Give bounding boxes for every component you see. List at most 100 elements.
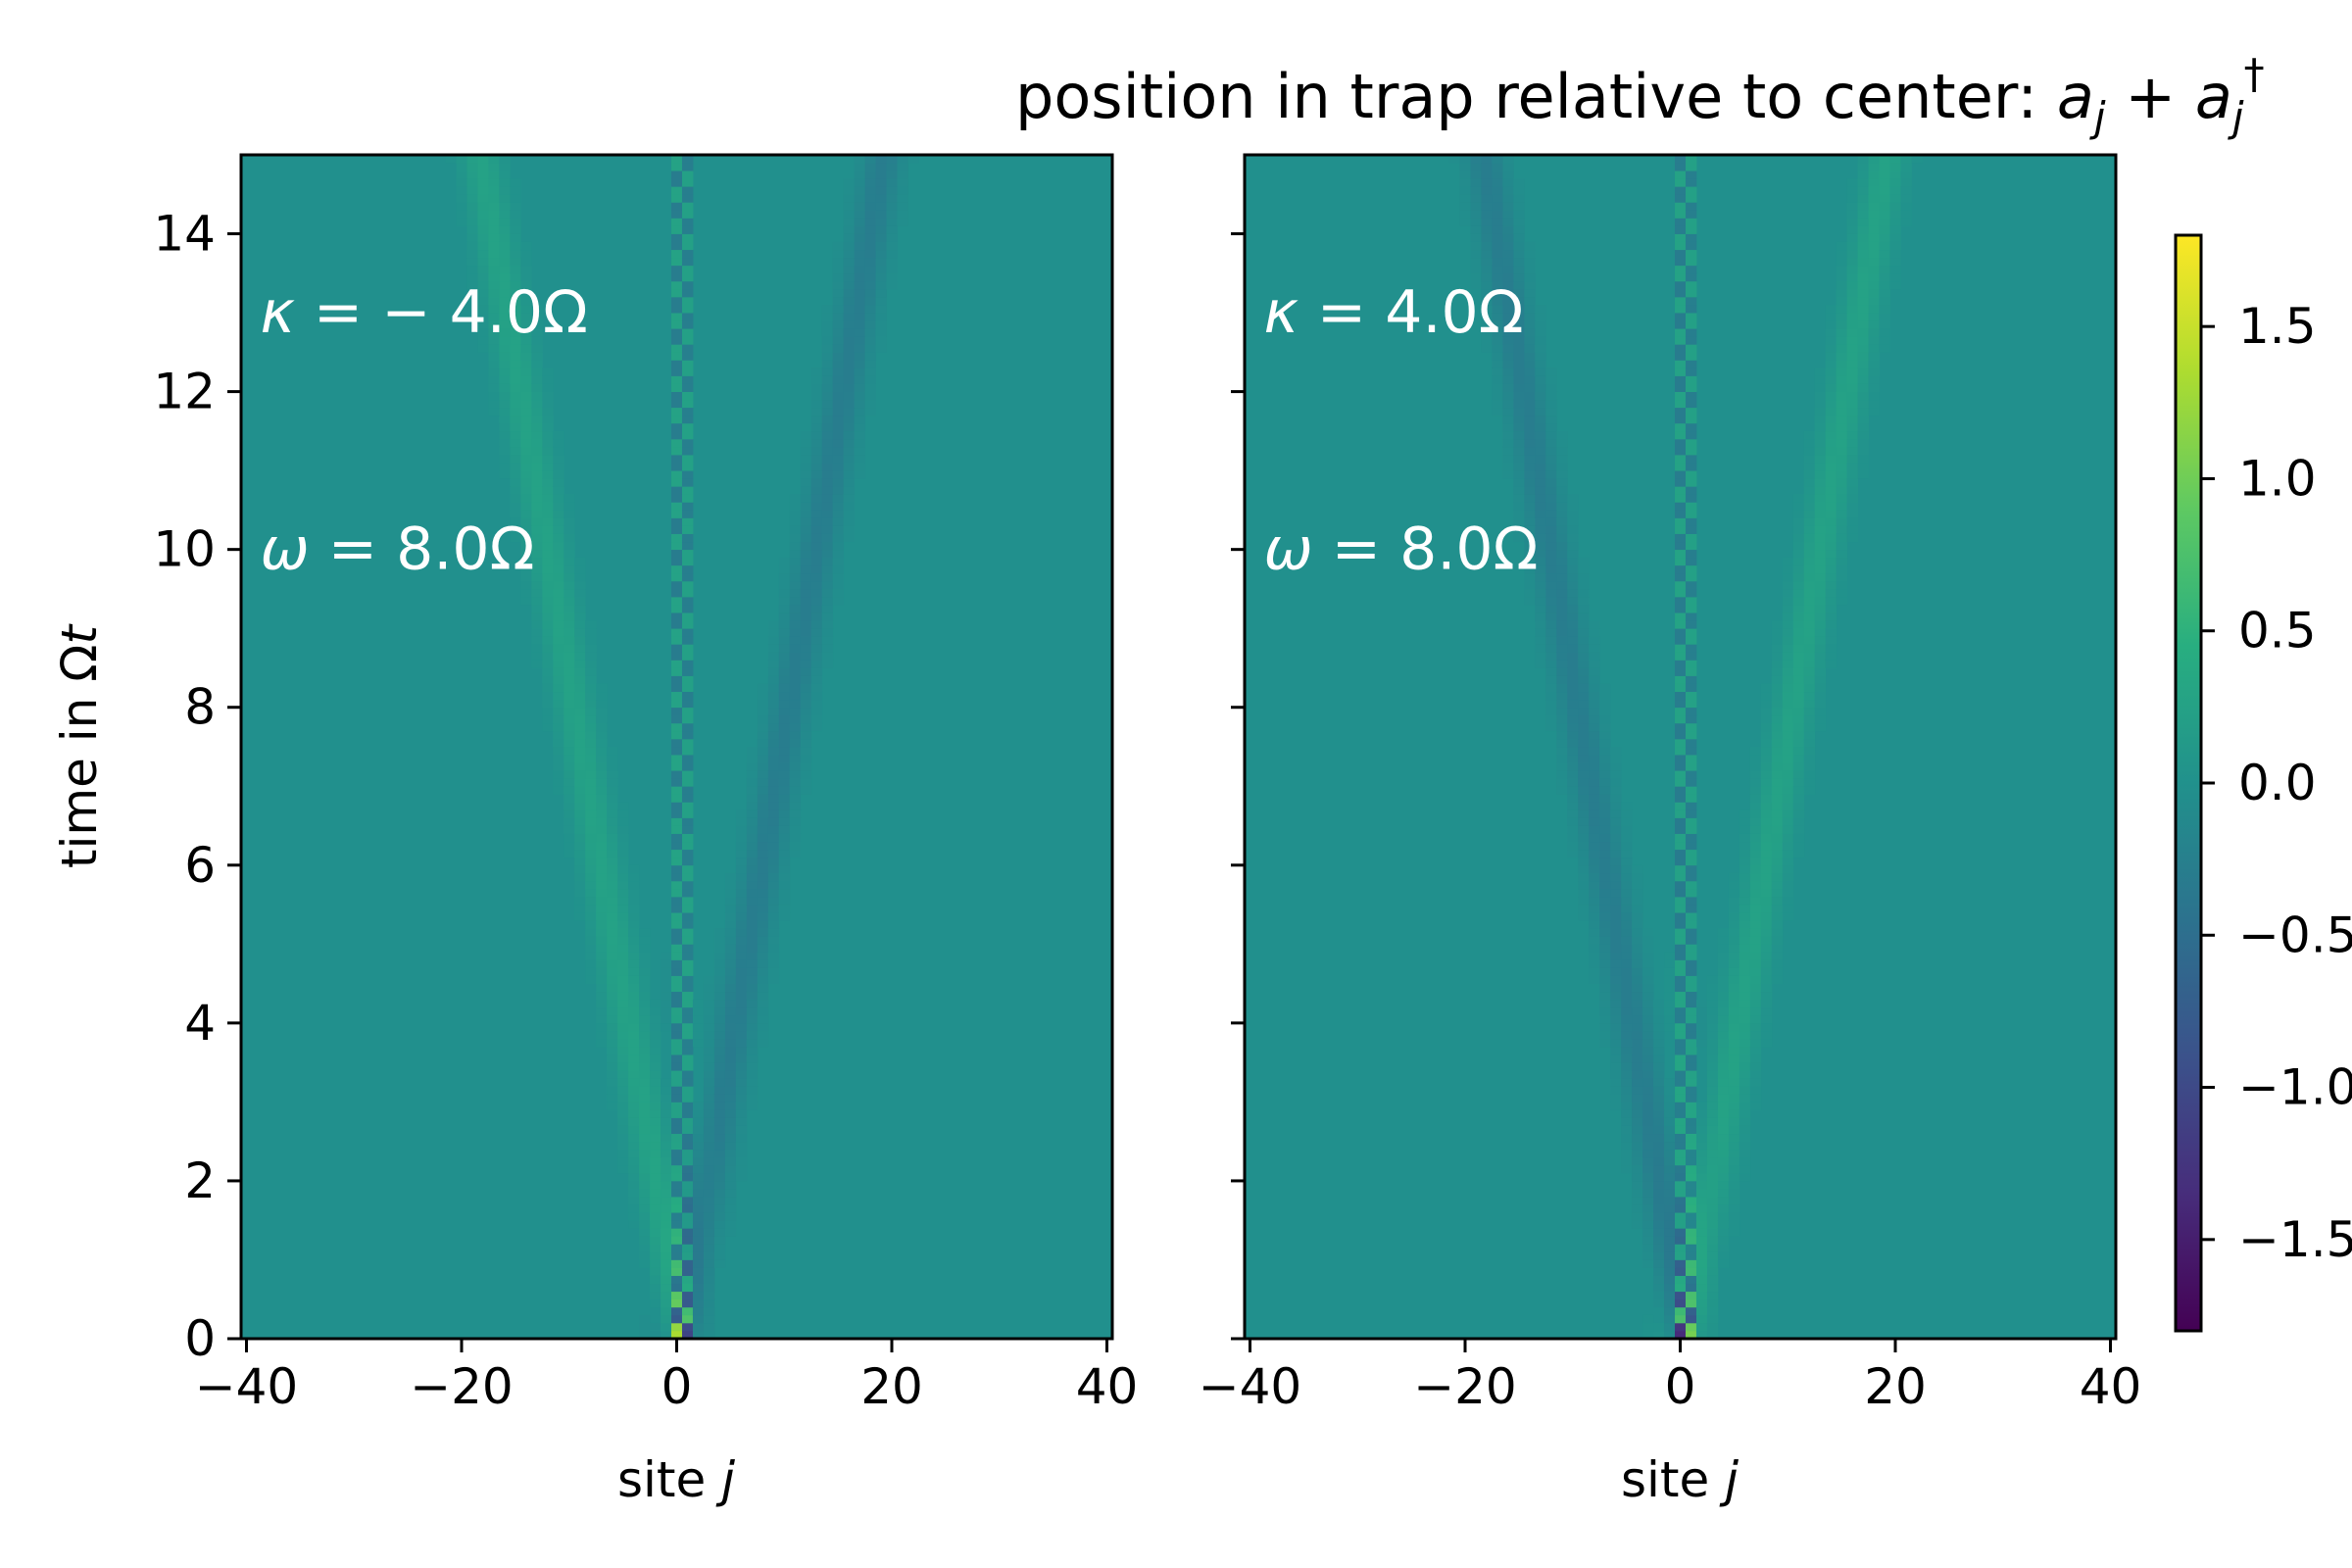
heatmap-cell [1502,352,1514,361]
heatmap-cell [681,415,694,424]
heatmap-cell [854,210,865,219]
heatmap-cell [757,959,769,968]
heatmap-cell [628,1172,640,1182]
heatmap-cell [681,1314,694,1324]
heatmap-cell [681,478,694,487]
heatmap-cell [1653,1117,1665,1126]
heatmap-cell [832,572,845,582]
heatmap-cell [1535,502,1546,511]
heatmap-cell [1578,557,1590,566]
heatmap-cell [1589,888,1600,898]
heatmap-cell [1621,1125,1633,1135]
heatmap-cell [1728,1054,1740,1063]
heatmap-cell [1642,1070,1654,1079]
heatmap-cell [1610,936,1622,945]
heatmap-cell [639,1212,651,1221]
heatmap-cell [1814,699,1827,709]
heatmap-cell [671,944,683,953]
heatmap-cell [1685,897,1697,906]
heatmap-cell [564,533,575,543]
heatmap-cell [1825,336,1838,345]
heatmap-cell [531,557,543,566]
heatmap-cell [800,438,812,448]
heatmap-cell [1782,572,1794,582]
heatmap-cell [843,502,855,511]
heatmap-cell [1632,999,1643,1008]
heatmap-cell [1492,305,1503,314]
heatmap-cell [1717,959,1730,968]
heatmap-cell [681,155,694,164]
heatmap-cell [671,620,683,629]
heatmap-cell [1675,817,1687,826]
heatmap-cell [1610,872,1622,882]
heatmap-cell [767,667,780,676]
heatmap-cell [1675,178,1687,187]
heatmap-cell [1524,510,1536,518]
heatmap-cell [1610,1006,1622,1016]
heatmap-cell [681,446,694,456]
heatmap-cell [1868,163,1880,172]
heatmap-cell [724,912,737,921]
heatmap-cell [585,928,597,937]
heatmap-cell [1814,391,1827,401]
heatmap-cell [1825,391,1838,401]
heatmap-cell [628,888,640,898]
heatmap-cell [628,1133,640,1143]
heatmap-cell [735,1078,748,1087]
heatmap-cell [1782,707,1794,716]
heatmap-cell [1675,944,1687,953]
heatmap-cell [661,1322,672,1332]
heatmap-cell [671,952,683,960]
heatmap-cell [628,1180,640,1190]
heatmap-cell [520,430,532,440]
heatmap-cell [821,533,834,543]
heatmap-cell [1825,455,1838,464]
heatmap-cell [617,991,629,1001]
heatmap-cell [1545,478,1557,487]
heatmap-cell [821,549,834,559]
heatmap-cell [875,163,887,172]
heatmap-cell [1675,952,1687,960]
heatmap-cell [596,770,608,779]
heatmap-cell [617,1094,629,1102]
heatmap-cell [1846,399,1858,409]
heatmap-cell [778,747,791,756]
heatmap-cell [596,888,608,898]
heatmap-cell [542,691,554,701]
heatmap-cell [1545,407,1557,416]
heatmap-cell [1803,612,1816,621]
heatmap-cell [1610,747,1622,756]
heatmap-cell [681,864,694,874]
heatmap-cell [499,383,511,392]
heatmap-cell [1717,1244,1730,1252]
heatmap-cell [713,944,726,953]
heatmap-cell [1717,1156,1730,1166]
heatmap-cell [650,1078,662,1087]
heatmap-cell [1879,163,1890,172]
heatmap-cell [1502,272,1514,282]
x-tick-label: 0 [1665,1358,1696,1415]
heatmap-cell [1599,959,1611,968]
heatmap-cell [681,533,694,543]
heatmap-cell [1599,802,1611,810]
heatmap-cell [681,375,694,384]
heatmap-cell [746,786,759,795]
heatmap-cell [1739,991,1751,1001]
heatmap-cell [681,360,694,368]
heatmap-cell [746,802,759,810]
heatmap-cell [1470,225,1482,234]
heatmap-cell [553,549,564,559]
heatmap-cell [757,714,769,724]
heatmap-cell [1632,1054,1643,1063]
heatmap-cell [1857,320,1869,329]
heatmap-cell [1760,864,1773,874]
heatmap-cell [1911,155,1923,164]
heatmap-cell [1675,383,1687,392]
heatmap-cell [1653,1212,1665,1221]
heatmap-cell [574,612,586,621]
heatmap-cell [1545,463,1557,471]
heatmap-cell [1685,691,1697,701]
heatmap-cell [778,864,791,874]
heatmap-cell [1664,1102,1676,1110]
heatmap-cell [1653,1133,1665,1143]
